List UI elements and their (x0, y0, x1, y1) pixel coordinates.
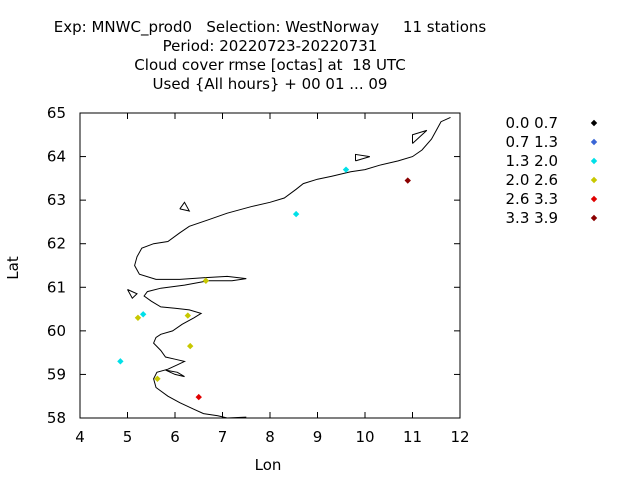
axis-ticks: 4 5 6 7 8 9 10 11 12 58 59 60 61 62 63 64 65 (47, 104, 470, 446)
station-point (134, 314, 142, 321)
plot-frame (79, 112, 461, 419)
y-tick-label: 59 (47, 365, 66, 383)
y-tick-label: 62 (47, 235, 66, 253)
y-tick-label: 58 (47, 409, 66, 427)
legend-label: 2.0 2.6 (506, 171, 558, 189)
station-points (117, 166, 411, 401)
legend-marker (590, 214, 598, 222)
y-axis-label: Lat (4, 256, 22, 280)
station-point (139, 311, 147, 318)
station-point (404, 177, 411, 184)
x-tick-label: 12 (450, 428, 469, 446)
legend-label: 0.7 1.3 (506, 133, 558, 151)
coastline-map (127, 116, 451, 419)
x-tick-label: 4 (75, 428, 85, 446)
station-point (195, 393, 202, 401)
x-tick-label: 5 (123, 428, 133, 446)
x-tick-label: 6 (170, 428, 180, 446)
legend-marker (590, 195, 598, 203)
x-tick-label: 11 (403, 428, 422, 446)
coastline (165, 369, 185, 378)
x-tick-label: 7 (218, 428, 228, 446)
coastline (412, 129, 428, 144)
coastline (355, 153, 370, 162)
coastline (127, 289, 138, 300)
y-tick-label: 60 (47, 322, 66, 340)
legend-marker (590, 119, 598, 127)
y-tick-label: 63 (47, 191, 66, 209)
coastline (179, 201, 191, 212)
station-point (154, 375, 161, 382)
y-tick-label: 61 (47, 278, 66, 296)
legend-label: 3.3 3.9 (506, 209, 558, 227)
y-tick-label: 64 (47, 148, 66, 166)
x-tick-label: 10 (355, 428, 374, 446)
x-tick-label: 8 (265, 428, 275, 446)
legend-label: 1.3 2.0 (506, 152, 558, 170)
coastline (134, 116, 451, 419)
station-point (184, 312, 192, 319)
title-line: Exp: MNWC_prod0 Selection: WestNorway 11… (53, 18, 487, 36)
legend-label: 0.0 0.7 (506, 114, 558, 132)
legend: 0.0 0.70.7 1.31.3 2.02.0 2.62.6 3.33.3 3… (506, 114, 598, 227)
station-point (202, 277, 210, 284)
legend-marker (590, 138, 598, 146)
title-line: Used {All hours} + 00 01 ... 09 (152, 75, 388, 93)
title-line: Cloud cover rmse [octas] at 18 UTC (134, 56, 406, 74)
legend-label: 2.6 3.3 (506, 190, 558, 208)
station-point (342, 166, 350, 173)
station-point (187, 342, 194, 350)
x-axis-label: Lon (255, 456, 282, 474)
title-line: Period: 20220723-20220731 (162, 37, 378, 55)
x-tick-label: 9 (313, 428, 323, 446)
station-point (117, 358, 124, 365)
legend-marker (590, 157, 598, 165)
legend-marker (590, 176, 598, 184)
station-point (292, 210, 300, 218)
y-tick-label: 65 (47, 104, 66, 122)
